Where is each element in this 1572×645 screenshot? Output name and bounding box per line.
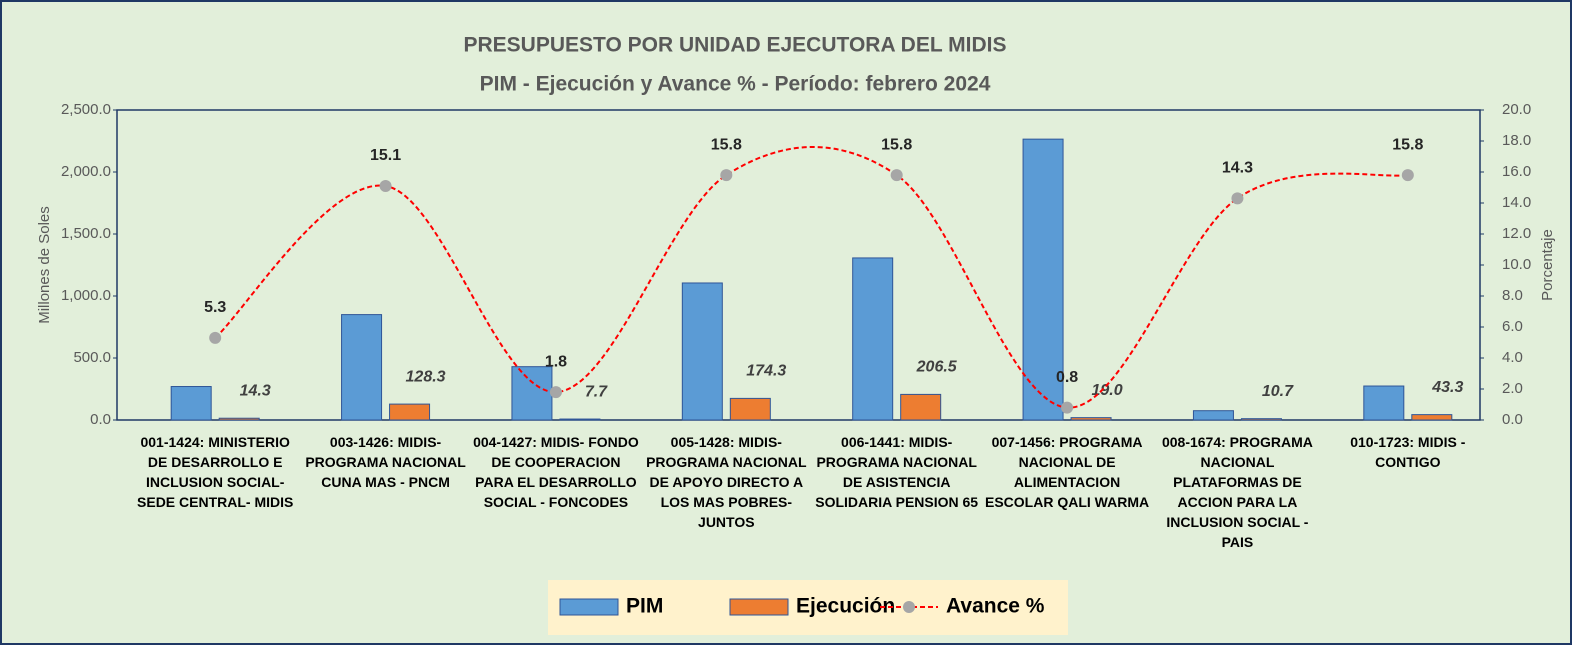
avance-label: 15.8 [1392,136,1423,153]
y2-tick-label: 4.0 [1502,349,1523,366]
avance-label: 5.3 [204,299,226,316]
chart-title: PRESUPUESTO POR UNIDAD EJECUTORA DEL MID… [464,34,1007,57]
bar [389,403,431,421]
y2-tick-label: 0.0 [1502,411,1523,428]
bar-label: 14.3 [240,382,271,399]
y-axis-label: Millones de Soles [36,206,53,324]
avance-label: 15.8 [881,136,912,153]
bar-label: 43.3 [1431,379,1463,396]
avance-label: 0.8 [1056,369,1078,386]
y-tick-label: 2,000.0 [61,163,111,180]
legend-swatch [559,598,619,616]
avance-marker [1401,169,1414,182]
y-tick-label: 1,500.0 [61,225,111,242]
legend-swatch [729,598,789,616]
bar-label: 19.0 [1091,382,1122,399]
bar-label: 7.7 [585,383,608,400]
y2-tick-label: 12.0 [1502,225,1531,242]
x-tick-label: 005-1428: MIDIS- PROGRAMA NACIONAL DE AP… [646,434,807,530]
bar [341,314,383,421]
plot-area [116,109,1481,421]
bar [559,418,601,421]
y2-tick-label: 20.0 [1502,101,1531,118]
avance-label: 14.3 [1222,160,1253,177]
bar [1363,385,1405,421]
y-tick-label: 1,000.0 [61,287,111,304]
avance-marker [549,386,562,399]
x-tick-label: 008-1674: PROGRAMA NACIONAL PLATAFORMAS … [1161,434,1313,550]
avance-label: 15.8 [711,136,742,153]
bar-label: 174.3 [746,363,786,380]
avance-label: 1.8 [545,353,567,370]
y2-tick-label: 14.0 [1502,194,1531,211]
avance-marker [209,331,222,344]
y2-tick-label: 18.0 [1502,132,1531,149]
legend-label: PIM [626,595,663,618]
avance-marker [379,179,392,192]
chart-subtitle: PIM - Ejecución y Avance % - Período: fe… [480,73,991,96]
bar-label: 206.5 [916,359,958,376]
bar [729,397,771,421]
avance-marker [1231,192,1244,205]
bar [1240,418,1282,421]
avance-line [214,146,1408,409]
y2-tick-label: 16.0 [1502,163,1531,180]
bar [852,257,894,421]
bar [170,386,212,421]
x-tick-label: 010-1723: MIDIS - CONTIGO [1350,434,1466,470]
avance-label: 15.1 [370,147,401,164]
y2-tick-label: 8.0 [1502,287,1523,304]
avance-marker [1061,401,1074,414]
x-tick-label: 004-1427: MIDIS- FONDO DE COOPERACION PA… [473,434,639,510]
x-tick-label: 001-1424: MINISTERIO DE DESARROLLO E INC… [137,434,294,510]
y-tick-label: 2,500.0 [61,101,111,118]
bar [511,366,553,421]
y2-tick-label: 2.0 [1502,380,1523,397]
bar-label: 128.3 [406,368,446,385]
avance-marker [720,169,733,182]
y-tick-label: 500.0 [73,349,111,366]
legend [548,580,1068,635]
bar [1192,410,1234,421]
bar [1411,414,1453,421]
bar [681,282,723,421]
x-tick-label: 006-1441: MIDIS- PROGRAMA NACIONAL DE AS… [815,434,979,510]
legend-label: Avance % [946,595,1045,618]
legend-label: Ejecución [796,595,895,618]
bar-label: 10.7 [1262,383,1294,400]
bar [218,417,260,421]
x-tick-label: 007-1456: PROGRAMA NACIONAL DE ALIMENTAC… [985,434,1150,510]
legend-marker [903,601,915,613]
avance-marker [890,169,903,182]
y-tick-label: 0.0 [90,411,111,428]
bar [1022,138,1064,421]
y2-tick-label: 10.0 [1502,256,1531,273]
y2-axis-label: Porcentaje [1539,229,1556,301]
x-tick-label: 003-1426: MIDIS- PROGRAMA NACIONAL CUNA … [305,434,466,490]
bar [1070,417,1112,421]
bar [900,393,942,421]
y2-tick-label: 6.0 [1502,318,1523,335]
